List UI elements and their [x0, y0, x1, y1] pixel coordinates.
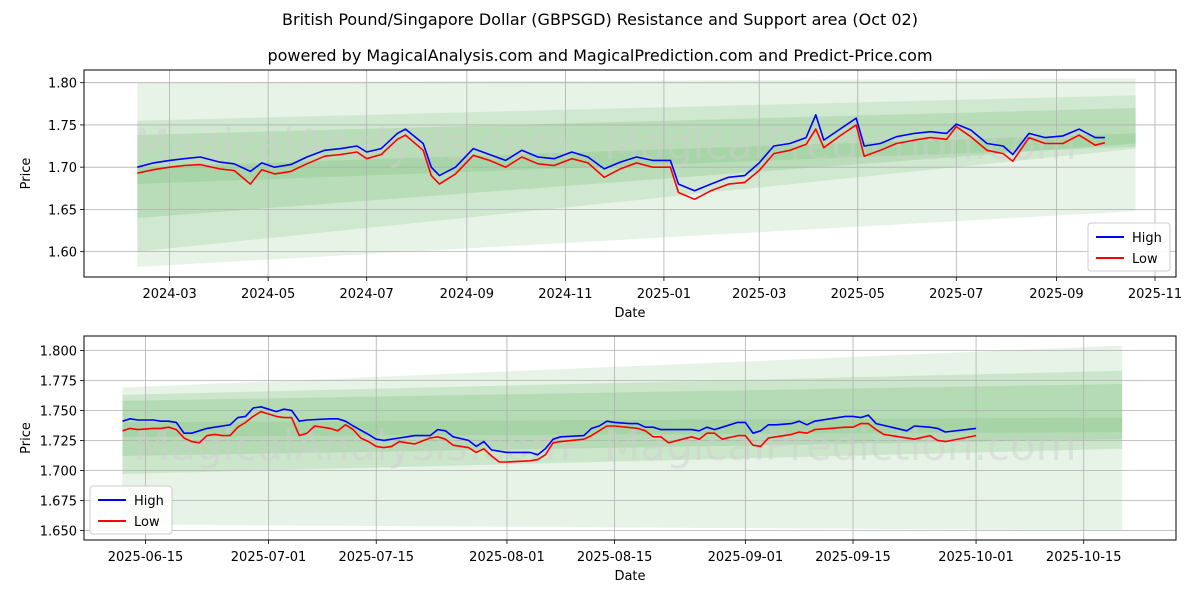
series-line-low: [122, 410, 977, 463]
x-tick-label: 2025-09-01: [708, 550, 784, 565]
legend-label-low: Low: [134, 515, 160, 530]
y-tick-label: 1.725: [40, 434, 77, 449]
y-tick-label: 1.650: [40, 524, 77, 539]
bottom-chart-panel: 2025-06-15 2025-07-01 2025-07-15 2025-08-01…: [19, 335, 1177, 584]
legend: High Low: [1087, 222, 1171, 272]
y-tick-label: 1.675: [40, 494, 77, 509]
x-tick-label: 2025-08-15: [577, 550, 653, 565]
prediction-band-0: [137, 78, 1136, 267]
x-tick-label: 2025-07-01: [231, 550, 307, 565]
x-tick-label: 2025-07-15: [338, 550, 414, 565]
x-tick-label: 2025-07: [929, 287, 983, 302]
legend: High Low: [89, 485, 173, 535]
y-tick-label: 1.80: [48, 77, 77, 92]
y-axis-label: Price: [19, 422, 34, 454]
x-tick-label: 2025-10-01: [938, 550, 1014, 565]
y-tick-label: 1.800: [40, 344, 77, 359]
watermark-left: MagicalAnalysis.com: [134, 120, 571, 169]
x-tick-label: 2024-07: [340, 287, 394, 302]
x-tick-label: 2024-11: [538, 287, 592, 302]
legend-label-low: Low: [1132, 252, 1158, 267]
x-tick-label: 2025-08-01: [469, 550, 545, 565]
x-tick-label: 2024-03: [142, 287, 196, 302]
y-tick-label: 1.70: [48, 161, 77, 176]
x-tick-label: 2025-11: [1128, 287, 1182, 302]
y-tick-label: 1.700: [40, 464, 77, 479]
y-axis-label: Price: [19, 158, 34, 190]
x-tick-label: 2025-03: [732, 287, 786, 302]
prediction-band-0: [122, 345, 1123, 531]
plot-frame: [83, 335, 1177, 541]
prediction-band-2: [122, 384, 1123, 456]
prediction-band-1: [137, 95, 1136, 252]
x-tick-label: 2025-10-15: [1046, 550, 1122, 565]
series-line-low: [137, 124, 1106, 201]
series-line-high: [122, 406, 977, 456]
top-chart-panel: 2024-03 2024-05 2024-07 2024-09 2024-11 2025-…: [19, 69, 1182, 321]
series-line-high: [137, 114, 1105, 192]
prediction-band-3: [137, 133, 1136, 185]
x-tick-label: 2025-01: [637, 287, 691, 302]
x-axis-label: Date: [614, 569, 645, 584]
x-tick-label: 2025-09: [1029, 287, 1083, 302]
y-tick-label: 1.65: [48, 203, 77, 218]
y-tick-label: 1.75: [48, 119, 77, 134]
watermark-right: MagicalPrediction.com: [604, 120, 1077, 169]
chart-title: British Pound/Singapore Dollar (GBPSGD) …: [282, 10, 918, 29]
y-tick-label: 1.775: [40, 374, 77, 389]
x-tick-label: 2024-05: [241, 287, 295, 302]
y-tick-label: 1.60: [48, 246, 77, 261]
x-tick-label: 2025-09-15: [815, 550, 891, 565]
y-tick-label: 1.750: [40, 404, 77, 419]
chart-subtitle: powered by MagicalAnalysis.com and Magic…: [267, 46, 933, 65]
x-tick-label: 2024-09: [440, 287, 494, 302]
x-tick-label: 2025-05: [831, 287, 885, 302]
plot-frame: [83, 69, 1177, 278]
x-tick-label: 2025-06-15: [108, 550, 184, 565]
legend-label-high: High: [1132, 231, 1162, 246]
legend-label-high: High: [134, 494, 164, 509]
x-axis-label: Date: [614, 306, 645, 321]
